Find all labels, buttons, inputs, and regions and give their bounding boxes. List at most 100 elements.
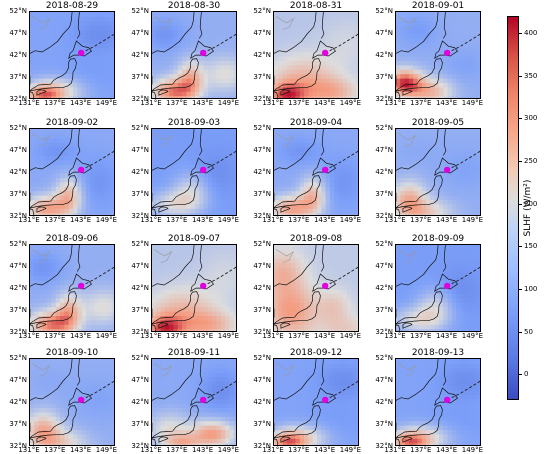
- field-cell: [178, 280, 183, 285]
- field-cell: [456, 155, 461, 160]
- field-cell: [204, 78, 209, 83]
- field-cell: [339, 21, 344, 26]
- field-cell: [86, 186, 91, 191]
- field-cell: [174, 133, 179, 138]
- field-cell: [30, 302, 35, 307]
- field-cell: [186, 133, 191, 138]
- field-cell: [308, 38, 313, 43]
- field-cell: [169, 173, 174, 178]
- field-cell: [90, 254, 95, 259]
- field-cell: [435, 30, 440, 35]
- field-cell: [478, 182, 481, 187]
- field-cell: [107, 258, 112, 263]
- panel-date-title: 2018-09-02: [29, 118, 115, 128]
- field-cell: [112, 155, 115, 160]
- field-cell: [77, 69, 82, 74]
- field-cell: [339, 324, 344, 329]
- field-cell: [156, 169, 161, 174]
- field-cell: [478, 169, 481, 174]
- field-cell: [351, 60, 356, 65]
- field-cell: [422, 142, 427, 147]
- field-cell: [208, 147, 213, 152]
- field-cell: [90, 52, 95, 57]
- field-cell: [43, 155, 48, 160]
- field-cell: [465, 56, 470, 61]
- location-marker: [322, 167, 328, 173]
- field-cell: [43, 65, 48, 70]
- field-cell: [152, 25, 157, 30]
- field-cell: [82, 60, 87, 65]
- field-cell: [400, 177, 405, 182]
- field-cell: [313, 208, 318, 213]
- field-cell: [234, 21, 237, 26]
- field-cell: [461, 271, 466, 276]
- field-cell: [351, 186, 356, 191]
- field-cell: [191, 204, 196, 209]
- field-cell: [229, 38, 234, 43]
- field-cell: [156, 147, 161, 152]
- field-cell: [422, 43, 427, 48]
- field-cell: [296, 25, 301, 30]
- field-cell: [208, 34, 213, 39]
- field-cell: [339, 151, 344, 156]
- field-cell: [225, 182, 230, 187]
- field-cell: [469, 204, 474, 209]
- field-cell: [99, 302, 104, 307]
- lon-tick-label: 143°E: [67, 217, 95, 224]
- field-cell: [339, 173, 344, 178]
- field-cell: [296, 173, 301, 178]
- field-cell: [291, 47, 296, 52]
- field-cell: [283, 271, 288, 276]
- field-cell: [90, 138, 95, 143]
- field-cell: [347, 30, 352, 35]
- field-cell: [296, 47, 301, 52]
- field-cell: [165, 173, 170, 178]
- field-cell: [229, 142, 234, 147]
- field-cell: [473, 43, 478, 48]
- field-cell: [191, 34, 196, 39]
- field-cell: [334, 320, 339, 325]
- field-cell: [182, 293, 187, 298]
- field-cell: [287, 276, 292, 281]
- field-cell: [204, 16, 209, 21]
- field-cell: [461, 324, 466, 329]
- field-cell: [156, 12, 161, 17]
- field-cell: [77, 78, 82, 83]
- field-cell: [448, 195, 453, 200]
- field-cell: [347, 315, 352, 320]
- field-cell: [321, 293, 326, 298]
- field-cell: [208, 254, 213, 259]
- field-cell: [435, 267, 440, 272]
- field-cell: [60, 245, 65, 250]
- field-cell: [30, 271, 35, 276]
- field-cell: [82, 302, 87, 307]
- lat-tick-label: 42°N: [124, 52, 149, 59]
- field-cell: [351, 320, 356, 325]
- field-cell: [152, 177, 157, 182]
- field-cell: [287, 65, 292, 70]
- field-cell: [300, 164, 305, 169]
- field-cell: [435, 258, 440, 263]
- field-cell: [112, 173, 115, 178]
- field-cell: [208, 195, 213, 200]
- field-cell: [212, 263, 217, 268]
- field-cell: [39, 169, 44, 174]
- field-cell: [356, 254, 359, 259]
- field-cell: [64, 245, 69, 250]
- slhf-field: [30, 12, 115, 99]
- field-cell: [478, 142, 481, 147]
- field-cell: [178, 16, 183, 21]
- field-cell: [422, 169, 427, 174]
- field-cell: [443, 60, 448, 65]
- field-cell: [330, 25, 335, 30]
- field-cell: [343, 30, 348, 35]
- field-cell: [439, 78, 444, 83]
- field-cell: [300, 254, 305, 259]
- field-cell: [191, 38, 196, 43]
- field-cell: [409, 293, 414, 298]
- field-cell: [300, 280, 305, 285]
- field-cell: [178, 302, 183, 307]
- field-cell: [112, 204, 115, 209]
- field-cell: [347, 82, 352, 87]
- field-cell: [225, 138, 230, 143]
